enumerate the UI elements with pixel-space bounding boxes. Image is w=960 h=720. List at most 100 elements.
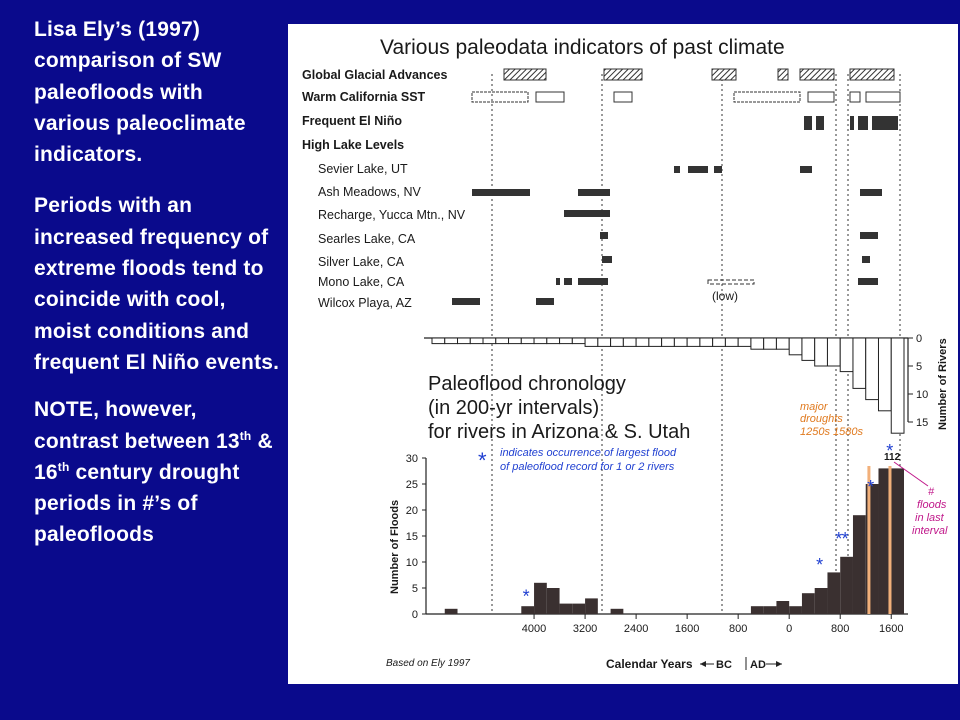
last-interval-value: 112 — [884, 452, 901, 463]
rivers-bar — [865, 337, 879, 401]
rivers-bar — [801, 337, 816, 361]
figure-title: Various paleodata indicators of past cli… — [380, 36, 785, 59]
lake-bar-sevier — [714, 166, 722, 173]
droughts-note-1: major — [800, 401, 829, 413]
sst-bar — [865, 91, 901, 103]
rivers-bar — [648, 337, 663, 347]
lake-bar-mono — [556, 278, 560, 285]
caption-note: NOTE, however, contrast between 13th & 1… — [34, 394, 282, 550]
rivers-bar — [890, 337, 905, 434]
caption-periods: Periods with an increased frequency of e… — [34, 194, 280, 374]
rivers-bar — [852, 337, 867, 389]
sst-bar — [849, 91, 861, 103]
bc-label: BC — [716, 659, 732, 671]
rivers-bar — [686, 337, 701, 347]
asterisk-legend-icon: * — [478, 448, 487, 473]
rivers-bar — [508, 337, 522, 345]
rivers-chart: 0 5 10 15 Number of Rivers — [424, 333, 949, 434]
floods-tick-label: 10 — [406, 557, 418, 569]
lake-label-wilcox: Wilcox Playa, AZ — [318, 296, 412, 310]
source-note: Based on Ely 1997 — [386, 658, 470, 669]
floods-x-tick-label: 1600 — [879, 623, 903, 635]
asterisk-note-2: of paleoflood record for 1 or 2 rivers — [500, 461, 675, 473]
elnino-bar — [804, 116, 812, 130]
glacial-advance-bar — [603, 68, 643, 81]
floods-tick-label: 0 — [412, 609, 418, 621]
lake-label-recharge: Recharge, Yucca Mtn., NV — [318, 208, 466, 222]
sst-bar — [535, 91, 565, 103]
largest-flood-star-icon: * — [886, 441, 893, 461]
rivers-bar — [546, 337, 561, 345]
floods-bar — [546, 588, 560, 614]
largest-flood-star-icon: * — [816, 555, 823, 575]
note-sup-1: th — [239, 428, 252, 443]
glacial-advance-bar — [849, 68, 895, 81]
largest-flood-star-icon: * — [842, 529, 849, 549]
floods-bar — [585, 598, 598, 614]
lake-bar-sevier — [674, 166, 680, 173]
lake-bar-ash — [860, 189, 882, 196]
droughts-note-3: 1250s 1580s — [800, 426, 863, 438]
largest-flood-star-icon: * — [523, 586, 530, 606]
largest-flood-star-icon: * — [867, 477, 874, 497]
lake-bar-ash — [578, 189, 610, 196]
rivers-bar — [877, 337, 892, 412]
floods-x-tick-label: 3200 — [573, 623, 597, 635]
elnino-bar — [816, 116, 824, 130]
rivers-tick-label: 5 — [916, 361, 922, 373]
caption-intro: Lisa Ely’s (1997) comparison of SW paleo… — [34, 18, 246, 167]
floods-tick-label: 30 — [406, 453, 418, 465]
sst-bar — [733, 91, 801, 103]
rivers-bar — [457, 337, 471, 345]
floods-bar — [814, 588, 828, 614]
floods-x-tick-label: 800 — [729, 623, 747, 635]
rivers-bar — [724, 337, 739, 347]
sst-bar — [807, 91, 835, 103]
floods-bar — [878, 468, 892, 614]
floods-tick-label: 15 — [406, 531, 418, 543]
floods-x-tick-label: 4000 — [522, 623, 546, 635]
elnino-bar — [850, 116, 854, 130]
rivers-bar — [788, 337, 803, 356]
glacial-advance-bar — [799, 68, 835, 81]
rivers-bar — [635, 337, 650, 347]
row-label-glacial: Global Glacial Advances — [302, 68, 447, 82]
lake-label-mono: Mono Lake, CA — [318, 275, 405, 289]
floods-bar — [891, 468, 904, 614]
asterisk-note-1: indicates occurrence of largest flood — [500, 447, 677, 459]
elnino-bar — [858, 116, 868, 130]
row-label-lakes: High Lake Levels — [302, 138, 404, 152]
rivers-bar — [444, 337, 459, 345]
sst-bar — [471, 91, 529, 103]
rivers-bar — [469, 337, 484, 345]
rivers-bar — [597, 337, 612, 347]
indicator-bars: (low) — [452, 68, 901, 305]
floods-last-note-2: floods — [917, 499, 947, 511]
ad-label: AD — [750, 659, 766, 671]
rivers-bar — [495, 337, 510, 345]
rivers-tick-label: 10 — [916, 389, 928, 401]
low-label: (low) — [712, 289, 738, 303]
floods-x-tick-label: 1600 — [675, 623, 699, 635]
chronology-title-3: for rivers in Arizona & S. Utah — [428, 421, 690, 443]
rivers-bar — [763, 337, 777, 350]
chart-annotations: Paleoflood chronology (in 200-yr interva… — [386, 373, 948, 671]
elnino-bar — [872, 116, 898, 130]
floods-bar — [776, 601, 790, 614]
rivers-bar — [559, 337, 573, 345]
floods-bar — [763, 606, 777, 614]
glacial-advance-bar — [711, 68, 737, 81]
rivers-bar — [814, 337, 828, 367]
rivers-bar — [610, 337, 624, 347]
row-label-elnino: Frequent El Niño — [302, 114, 402, 128]
floods-bar — [559, 603, 573, 614]
rivers-bar — [826, 337, 841, 367]
floods-bar — [789, 606, 802, 614]
lake-bar-searles — [600, 232, 608, 239]
rivers-bar — [431, 337, 446, 345]
figure-svg: Various paleodata indicators of past cli… — [302, 36, 949, 671]
floods-y-axis-title: Number of Floods — [389, 500, 401, 594]
lake-bar-mono-low — [707, 279, 755, 285]
rivers-bar — [750, 337, 765, 350]
lake-label-sevier: Sevier Lake, UT — [318, 162, 408, 176]
